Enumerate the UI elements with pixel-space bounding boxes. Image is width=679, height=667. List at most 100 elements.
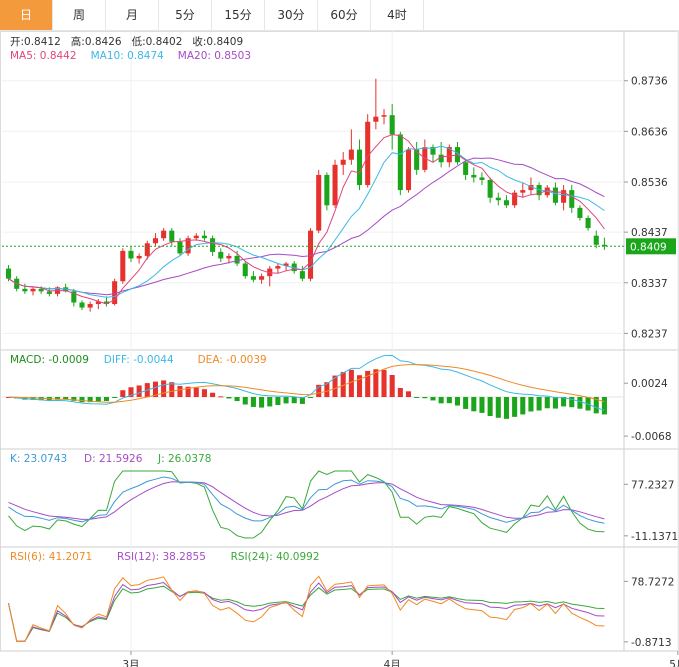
macd-bar — [193, 387, 199, 397]
macd-bar — [169, 382, 175, 397]
macd-bar — [389, 375, 395, 397]
macd-bar — [552, 397, 558, 409]
macd-bar — [177, 385, 183, 397]
legend-ma10: MA10: 0.8474 — [91, 50, 165, 62]
candle-body — [356, 149, 363, 186]
tab-4[interactable]: 15分 — [212, 0, 265, 30]
macd-bar — [242, 397, 248, 405]
tab-5[interactable]: 30分 — [265, 0, 318, 30]
macd-bar — [30, 397, 36, 400]
candle-body — [561, 190, 567, 203]
macd-bar — [544, 397, 550, 409]
y-tick-label: 0.0024 — [631, 378, 668, 390]
candle-body — [87, 304, 93, 308]
macd-bar — [299, 397, 305, 404]
legend-rsi12: RSI(12): 38.2855 — [117, 551, 206, 563]
candle-body — [487, 179, 493, 198]
candle-body — [5, 268, 12, 279]
candle-body — [193, 235, 199, 239]
y-tick-label: 77.2327 — [631, 479, 674, 491]
macd-bar — [365, 370, 371, 397]
ma10-line — [8, 145, 605, 298]
candle-body — [152, 238, 158, 244]
macd-bar — [103, 397, 110, 402]
x-tick-label: 5月 — [669, 659, 679, 667]
y-tick-label: 0.8437 — [631, 227, 668, 239]
candle-body — [479, 177, 485, 180]
candle-body — [79, 302, 85, 308]
macd-bar — [332, 375, 338, 397]
macd-bar — [520, 397, 526, 415]
candle-body — [71, 291, 77, 303]
legend-j: J: 26.0378 — [157, 453, 211, 465]
candle-body — [38, 288, 44, 292]
candle-body — [234, 255, 240, 264]
macd-bar — [275, 397, 281, 406]
candle-body — [136, 255, 142, 259]
ma20-line — [8, 157, 605, 296]
macd-bar — [234, 397, 240, 402]
y-tick-label: -11.1371 — [631, 531, 678, 543]
candle-body — [512, 192, 518, 206]
tab-7[interactable]: 4时 — [371, 0, 424, 30]
macd-bar — [95, 397, 101, 402]
period-tabs: 日周月 5分 15分 30分 60分 4时 — [0, 0, 679, 31]
y-tick-label: 0.8636 — [631, 126, 668, 138]
candle-body — [503, 200, 509, 206]
macd-bar — [63, 397, 69, 400]
macd-bar — [340, 371, 346, 397]
candle-body — [495, 197, 501, 201]
candle-body — [30, 288, 36, 292]
tab-2[interactable]: 月 — [106, 0, 159, 30]
candle-body — [577, 207, 583, 218]
kdj-j-line — [8, 470, 605, 539]
tab-1[interactable]: 周 — [53, 0, 106, 30]
candle-body — [552, 187, 558, 203]
candle-body — [46, 291, 52, 294]
candle-body — [308, 230, 314, 279]
chart-canvas[interactable]: 0.8736 0.8636 0.8536 0.8437 0.8337 0.8237 3月 4月… — [0, 31, 679, 667]
legend-open: 开:0.8412 — [10, 36, 61, 48]
candle-body — [169, 230, 175, 242]
candle-body — [95, 301, 101, 305]
macd-bar — [356, 375, 363, 397]
tab-3[interactable]: 5分 — [159, 0, 212, 30]
kdj-k-line — [8, 476, 605, 524]
candle-body — [520, 190, 526, 193]
candle-body — [585, 217, 591, 229]
macd-bar — [438, 397, 444, 404]
macd-bar — [226, 397, 232, 399]
tab-6[interactable]: 60分 — [318, 0, 371, 30]
legend-macd: MACD: -0.0009 — [10, 354, 89, 366]
candle-body — [463, 162, 469, 175]
macd-bar — [471, 397, 477, 412]
macd-bar — [593, 397, 599, 414]
macd-bar — [503, 397, 509, 419]
macd-bar — [120, 390, 126, 397]
candle-body — [210, 238, 216, 252]
current-price-label: 0.8409 — [630, 241, 667, 253]
candle-body — [128, 250, 134, 259]
candle-body — [201, 235, 207, 239]
macd-bar — [259, 397, 265, 408]
macd-bar — [479, 397, 485, 413]
macd-bar — [201, 389, 207, 397]
candle-body — [332, 164, 338, 206]
y-tick-label: 0.8536 — [631, 177, 668, 189]
tab-0[interactable]: 日 — [0, 0, 53, 30]
legend-d: D: 21.5926 — [84, 453, 143, 465]
candle-body — [259, 276, 265, 280]
macd-bar — [381, 369, 387, 397]
candle-body — [250, 276, 256, 280]
candle-body — [185, 238, 191, 254]
macd-bar — [430, 397, 436, 401]
macd-diff-line — [8, 354, 605, 411]
candle-body — [218, 251, 224, 259]
candle-body — [299, 271, 305, 279]
chart-frame — [0, 31, 679, 652]
candle-body — [569, 190, 575, 208]
x-tick-label: 3月 — [122, 659, 139, 667]
candle-body — [161, 230, 167, 239]
macd-bar — [283, 397, 289, 404]
